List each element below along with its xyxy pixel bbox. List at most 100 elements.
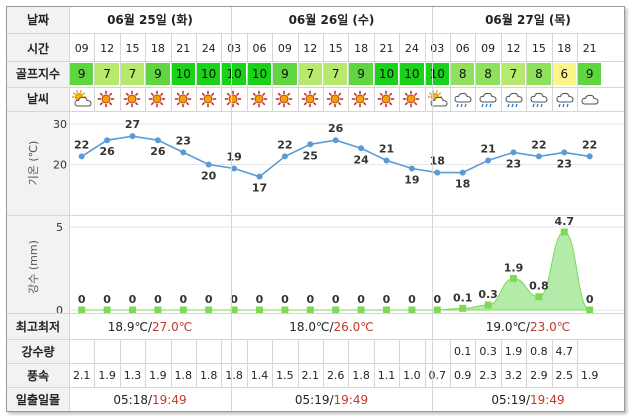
grid-line [373, 339, 375, 387]
grid-line [119, 33, 121, 111]
temperature-point [535, 153, 542, 160]
min-temp: 18.0℃ [289, 320, 330, 334]
temperature-label: 22 [277, 138, 292, 151]
sun-cloud-icon [427, 90, 449, 108]
temperature-point [383, 157, 390, 164]
precipitation-chart: 0 5 강수 (mm) 0 0 0 0 0 0 0 0 0 0 0 0 0 0 0 0.1 0.3 1.9 0.8 4.7 0 [27, 215, 624, 313]
hour-label: 12 [100, 42, 115, 55]
precipitation-label: 0 [383, 293, 391, 306]
temperature-label: 19 [226, 151, 241, 164]
grid-line [7, 33, 624, 34]
hour-label: 12 [303, 42, 318, 55]
sunrise-time: 05:18 [113, 393, 148, 407]
wind-cell: 1.0 [403, 369, 421, 382]
temperature-point [307, 141, 314, 148]
precipitation-label: 0 [179, 293, 187, 306]
day-header: 06월 27일 (목) [485, 13, 571, 27]
precip-cell [272, 341, 297, 363]
min-temp: 19.0℃ [485, 320, 526, 334]
wind-cell: 3.2 [504, 369, 523, 382]
rain-cloud-icon [477, 90, 499, 108]
precip-cell [425, 341, 450, 363]
precip-cell [94, 341, 119, 363]
rain-cloud-icon [452, 90, 474, 108]
sun-icon [300, 90, 322, 108]
precipitation-label: 0 [103, 293, 111, 306]
wind-cell: 1.3 [123, 369, 142, 382]
sun-icon [350, 90, 372, 108]
wind-cell: 1.9 [580, 369, 599, 382]
hour-label: 21 [582, 42, 597, 55]
grid-line [450, 33, 451, 111]
temperature-point [256, 173, 263, 180]
precip-cell [348, 341, 373, 363]
hour-label: 03 [430, 42, 445, 55]
precipitation-point [103, 306, 111, 313]
precip-cell [298, 341, 323, 363]
sun-separator: / [329, 393, 334, 407]
hour-label: 18 [354, 42, 369, 55]
temperature-point [510, 149, 517, 156]
temperature-label: 23 [176, 134, 191, 147]
grid-line [7, 111, 624, 112]
precipitation-point [586, 306, 594, 313]
wind-cell: 1.8 [225, 369, 243, 382]
golf-index-cell: 10 [400, 63, 424, 85]
temperature-label: 26 [328, 122, 344, 135]
wind-cell: 1.9 [149, 369, 167, 382]
temperature-point [231, 165, 238, 172]
wind-cell: 1.5 [276, 369, 294, 382]
wind-cell: 2.1 [301, 369, 320, 382]
minmax-day-1: 18.9℃/27.0℃ [69, 315, 231, 339]
grid-line [94, 339, 96, 387]
precip-cell [399, 341, 424, 363]
wind-cell: 1.1 [377, 369, 396, 382]
temperature-point [434, 169, 441, 176]
grid-line [475, 339, 477, 387]
grid-line [272, 339, 274, 387]
grid-line [475, 33, 477, 111]
y-tick-label: 20 [53, 159, 67, 172]
sun-icon [401, 90, 423, 108]
precipitation-label: 0 [408, 293, 416, 306]
golf-index-cell: 8 [527, 63, 551, 85]
precipitation-point [357, 306, 365, 313]
precip-cell [374, 341, 399, 363]
grid-line [424, 339, 426, 387]
minmax-separator: / [525, 320, 531, 334]
temperature-label: 24 [353, 153, 369, 166]
grid-line [119, 339, 121, 387]
precipitation-label: 0 [332, 293, 340, 306]
grid-line [145, 33, 147, 111]
precipitation-point [383, 306, 390, 313]
precipitation-label: 0 [433, 293, 441, 306]
sun-separator: / [525, 393, 531, 407]
temperature-label: 26 [150, 145, 166, 158]
temperature-label: 18 [455, 178, 470, 191]
sunset-time: 19:49 [530, 393, 565, 407]
y-tick-label: 5 [56, 221, 63, 234]
hour-label: 06 [455, 42, 470, 55]
temperature-label: 21 [379, 142, 394, 155]
precipitation-label: 0.3 [478, 288, 498, 301]
weather-forecast-table: 날짜 시간 골프지수 날씨 최고최저 강수량 풍속 일출일몰 06월 25일 (… [6, 6, 625, 412]
hour-label: 15 [125, 42, 140, 55]
grid-line [551, 33, 553, 111]
hour-label: 21 [176, 42, 191, 55]
grid-line [170, 33, 172, 111]
wind-cell: 2.9 [530, 369, 548, 382]
golf-index-cell: 10 [425, 63, 449, 85]
grid-line [221, 339, 223, 387]
precipitation-label: 1.9 [504, 261, 524, 274]
precipitation-label: 0 [256, 293, 264, 306]
golf-index-cell: 8 [451, 63, 475, 85]
min-temp: 18.9℃ [107, 320, 148, 334]
wind-cell: 0.9 [453, 369, 472, 382]
hour-label: 15 [531, 42, 546, 55]
grid-line [7, 387, 624, 388]
precip-cell: 0.8 [530, 345, 548, 358]
precip-cell [171, 341, 196, 363]
grid-line [69, 7, 70, 411]
sun-icon [376, 90, 398, 108]
wind-cell: 1.8 [174, 369, 193, 382]
